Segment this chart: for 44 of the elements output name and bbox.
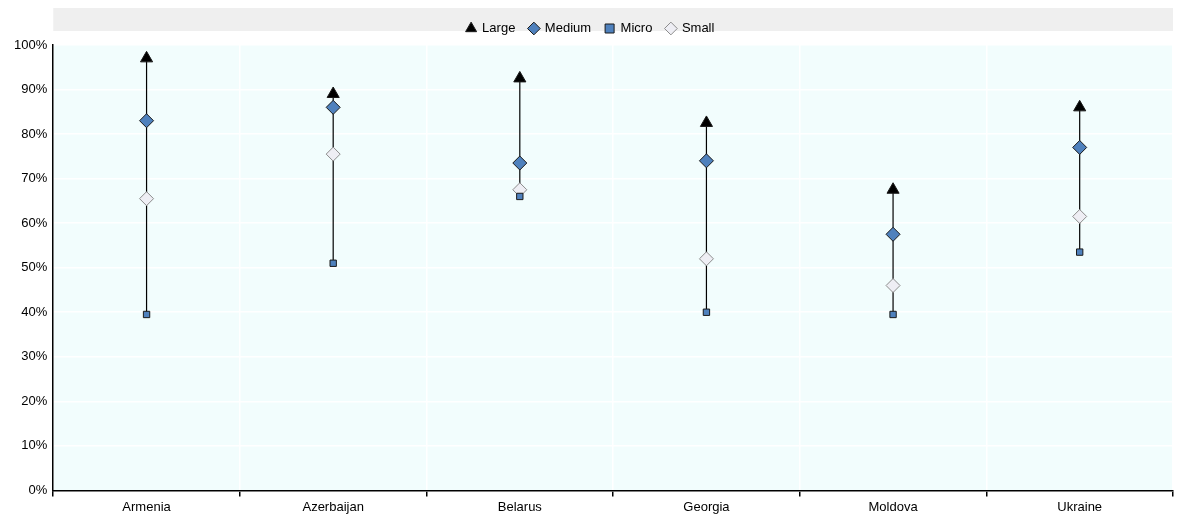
- x-tick-label: Georgia: [683, 498, 731, 514]
- point: [140, 50, 154, 63]
- point: [1073, 99, 1087, 112]
- x-tick-label: Azerbaijan: [302, 498, 364, 514]
- x-tick-label: Ukraine: [1057, 498, 1103, 514]
- point: [516, 192, 524, 201]
- x-tick-label: Belarus: [497, 498, 543, 514]
- y-tick-label: 0%: [28, 481, 48, 497]
- point: [1072, 208, 1088, 224]
- y-tick-label: 50%: [21, 259, 48, 275]
- y-tick-label: 60%: [21, 214, 48, 230]
- point: [325, 146, 341, 162]
- point: [142, 310, 151, 319]
- legend-label: Micro: [620, 20, 653, 36]
- y-tick-label: 40%: [21, 303, 48, 319]
- point: [1072, 139, 1088, 155]
- point: [885, 278, 901, 294]
- point: [513, 70, 527, 83]
- point: [699, 115, 713, 127]
- legend-label: Small: [681, 20, 715, 36]
- point: [329, 259, 337, 267]
- point: [698, 251, 714, 267]
- point: [885, 226, 901, 242]
- point: [326, 86, 340, 98]
- point: [702, 308, 711, 316]
- point: [889, 310, 897, 319]
- point: [698, 153, 714, 169]
- point: [139, 191, 155, 207]
- legend-label: Large: [482, 20, 516, 36]
- y-tick-label: 100%: [14, 36, 48, 52]
- point: [512, 155, 528, 171]
- point: [325, 99, 341, 115]
- point: [1076, 248, 1084, 256]
- y-tick-label: 10%: [21, 437, 48, 453]
- y-tick-label: 80%: [21, 125, 48, 141]
- point: [886, 182, 900, 194]
- y-tick-label: 70%: [21, 170, 48, 186]
- y-tick-label: 90%: [21, 81, 48, 97]
- point: [139, 113, 155, 129]
- y-tick-label: 30%: [21, 348, 48, 364]
- x-tick-label: Armenia: [122, 498, 172, 514]
- legend-label: Medium: [544, 20, 592, 36]
- x-tick-label: Moldova: [868, 498, 919, 514]
- y-tick-label: 20%: [21, 392, 48, 408]
